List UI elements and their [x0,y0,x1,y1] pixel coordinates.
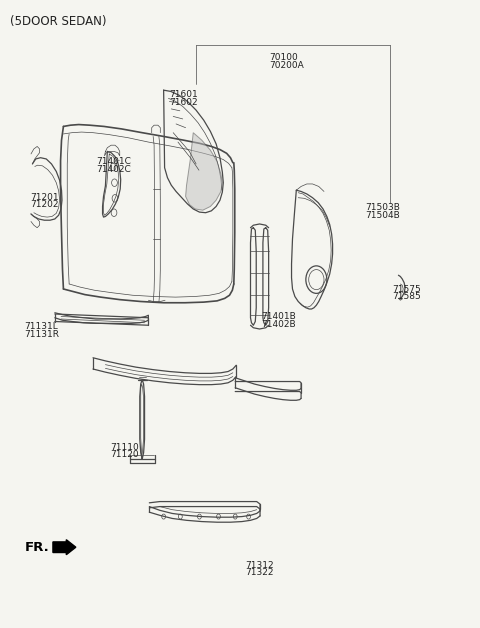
Text: 71575: 71575 [393,284,421,294]
Text: 71401C: 71401C [96,157,131,166]
Text: 71401B: 71401B [262,312,296,321]
Text: 71504B: 71504B [365,211,400,220]
Polygon shape [186,133,222,210]
Text: 71503B: 71503B [365,203,400,212]
Text: 71110: 71110 [110,443,139,452]
Text: 71312: 71312 [245,561,274,570]
Text: 71131R: 71131R [24,330,60,338]
Text: 70200A: 70200A [270,61,304,70]
Text: FR.: FR. [24,541,49,554]
Text: 71131L: 71131L [24,322,58,331]
Text: 71402B: 71402B [262,320,296,328]
Text: 71120: 71120 [110,450,139,459]
Text: 71585: 71585 [393,292,421,301]
Text: 71602: 71602 [169,98,198,107]
Text: (5DOOR SEDAN): (5DOOR SEDAN) [10,15,107,28]
Text: 71402C: 71402C [96,165,131,173]
Text: 71201: 71201 [30,193,59,202]
Text: 70100: 70100 [270,53,299,62]
FancyArrow shape [53,539,76,555]
Text: 71601: 71601 [169,90,198,99]
Text: 71322: 71322 [245,568,273,578]
Text: 71202: 71202 [30,200,59,209]
